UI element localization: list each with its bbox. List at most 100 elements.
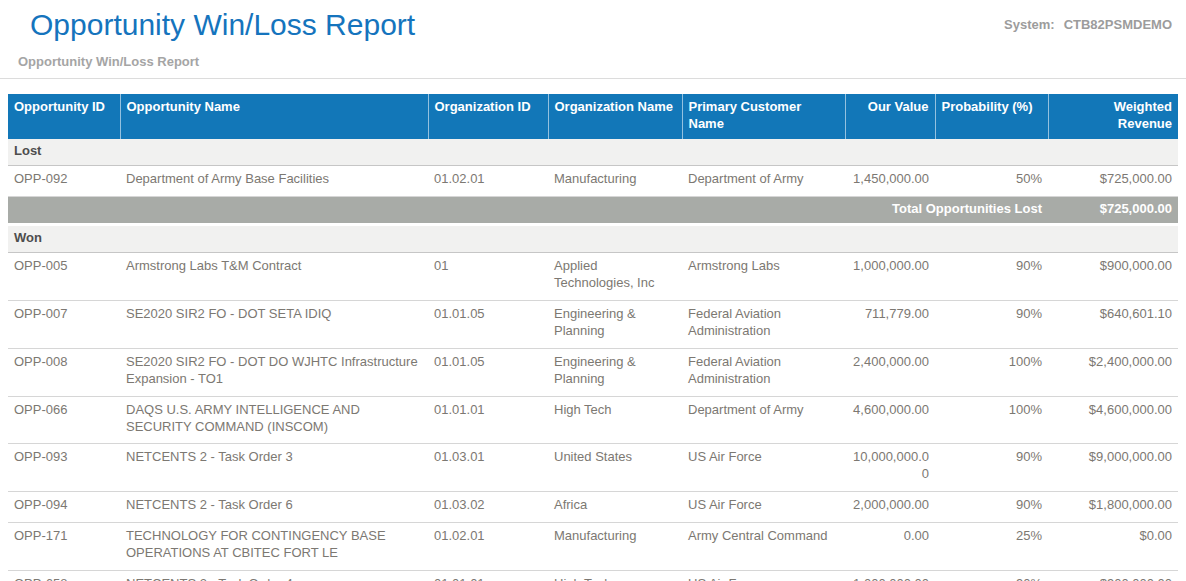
- cell-our-value: 0.00: [845, 523, 935, 571]
- table-row: OPP-093NETCENTS 2 - Task Order 301.03.01…: [8, 444, 1178, 492]
- cell-organization-name: Engineering & Planning: [548, 348, 682, 396]
- cell-opportunity-name: DAQS U.S. ARMY INTELLIGENCE AND SECURITY…: [120, 396, 428, 444]
- cell-primary-customer-name: Federal Aviation Administration: [682, 348, 845, 396]
- cell-opportunity-id: OPP-005: [8, 253, 120, 301]
- cell-weighted-revenue: $9,000,000.00: [1048, 444, 1178, 492]
- cell-opportunity-id: OPP-092: [8, 165, 120, 196]
- cell-probability: 90%: [935, 492, 1048, 523]
- cell-our-value: 1,000,000.00: [845, 253, 935, 301]
- cell-our-value: 2,400,000.00: [845, 348, 935, 396]
- column-header-weighted-revenue: Weighted Revenue: [1048, 94, 1178, 139]
- cell-organization-name: Manufacturing: [548, 523, 682, 571]
- cell-opportunity-name: SE2020 SIR2 FO - DOT SETA IDIQ: [120, 301, 428, 349]
- cell-organization-id: 01: [428, 253, 548, 301]
- cell-opportunity-id: OPP-007: [8, 301, 120, 349]
- cell-opportunity-name: SE2020 SIR2 FO - DOT DO WJHTC Infrastruc…: [120, 348, 428, 396]
- cell-weighted-revenue: $900,000.00: [1048, 253, 1178, 301]
- cell-organization-id: 01.01.05: [428, 348, 548, 396]
- cell-opportunity-name: Armstrong Labs T&M Contract: [120, 253, 428, 301]
- system-info: System: CTB82PSMDEMO: [1004, 17, 1172, 32]
- cell-our-value: 1,450,000.00: [845, 165, 935, 196]
- section-header-row: Won: [8, 226, 1178, 252]
- cell-organization-id: 01.02.01: [428, 523, 548, 571]
- section-header-row: Lost: [8, 139, 1178, 165]
- cell-opportunity-name: TECHNOLOGY FOR CONTINGENCY BASE OPERATIO…: [120, 523, 428, 571]
- cell-organization-id: 01.01.01: [428, 396, 548, 444]
- cell-our-value: 10,000,000.00: [845, 444, 935, 492]
- cell-primary-customer-name: Department of Army: [682, 165, 845, 196]
- table-row: OPP-171TECHNOLOGY FOR CONTINGENCY BASE O…: [8, 523, 1178, 571]
- cell-probability: 90%: [935, 253, 1048, 301]
- column-header-organization-name: Organization Name: [548, 94, 682, 139]
- section-label: Won: [8, 226, 1178, 252]
- cell-organization-id: 01.02.01: [428, 165, 548, 196]
- header-divider: [0, 78, 1186, 79]
- table-row: OPP-005Armstrong Labs T&M Contract01Appl…: [8, 253, 1178, 301]
- cell-opportunity-name: NETCENTS 2 - Task Order 3: [120, 444, 428, 492]
- cell-weighted-revenue: $900,000.00: [1048, 570, 1178, 581]
- section-label: Lost: [8, 139, 1178, 165]
- cell-our-value: 2,000,000.00: [845, 492, 935, 523]
- table-row: OPP-092Department of Army Base Facilitie…: [8, 165, 1178, 196]
- cell-organization-name: Engineering & Planning: [548, 301, 682, 349]
- column-header-organization-id: Organization ID: [428, 94, 548, 139]
- cell-opportunity-name: NETCENTS 2 - Task Order 4: [120, 570, 428, 581]
- column-header-our-value: Our Value: [845, 94, 935, 139]
- total-value: $725,000.00: [1048, 196, 1178, 223]
- cell-our-value: 1,000,000.00: [845, 570, 935, 581]
- cell-organization-id: 01.03.02: [428, 492, 548, 523]
- system-label: System:: [1004, 17, 1055, 32]
- table-row: OPP-066DAQS U.S. ARMY INTELLIGENCE AND S…: [8, 396, 1178, 444]
- page-subtitle: Opportunity Win/Loss Report: [18, 54, 1186, 69]
- report-table: Opportunity IDOpportunity NameOrganizati…: [8, 94, 1178, 581]
- cell-primary-customer-name: Federal Aviation Administration: [682, 301, 845, 349]
- cell-primary-customer-name: Department of Army: [682, 396, 845, 444]
- cell-our-value: 4,600,000.00: [845, 396, 935, 444]
- cell-opportunity-id: OPP-066: [8, 396, 120, 444]
- cell-organization-id: 01.03.01: [428, 444, 548, 492]
- column-header-opportunity-id: Opportunity ID: [8, 94, 120, 139]
- table-row: OPP-008SE2020 SIR2 FO - DOT DO WJHTC Inf…: [8, 348, 1178, 396]
- column-header-primary-customer-name: Primary Customer Name: [682, 94, 845, 139]
- cell-opportunity-id: OPP-093: [8, 444, 120, 492]
- total-row: Total Opportunities Lost$725,000.00: [8, 196, 1178, 223]
- cell-primary-customer-name: US Air Force: [682, 570, 845, 581]
- cell-organization-name: United States: [548, 444, 682, 492]
- cell-probability: 90%: [935, 444, 1048, 492]
- cell-opportunity-id: OPP-008: [8, 348, 120, 396]
- cell-weighted-revenue: $725,000.00: [1048, 165, 1178, 196]
- cell-probability: 90%: [935, 301, 1048, 349]
- cell-opportunity-name: NETCENTS 2 - Task Order 6: [120, 492, 428, 523]
- report-header: Opportunity Win/Loss Report System: CTB82…: [0, 8, 1186, 69]
- cell-probability: 100%: [935, 348, 1048, 396]
- cell-weighted-revenue: $0.00: [1048, 523, 1178, 571]
- cell-organization-id: 01.01.05: [428, 301, 548, 349]
- column-header-row: Opportunity IDOpportunity NameOrganizati…: [8, 94, 1178, 139]
- cell-weighted-revenue: $4,600,000.00: [1048, 396, 1178, 444]
- cell-weighted-revenue: $1,800,000.00: [1048, 492, 1178, 523]
- column-header-opportunity-name: Opportunity Name: [120, 94, 428, 139]
- cell-primary-customer-name: US Air Force: [682, 492, 845, 523]
- cell-probability: 90%: [935, 570, 1048, 581]
- cell-organization-name: High Tech: [548, 396, 682, 444]
- table-row: OPP-094NETCENTS 2 - Task Order 601.03.02…: [8, 492, 1178, 523]
- cell-opportunity-id: OPP-658: [8, 570, 120, 581]
- cell-probability: 100%: [935, 396, 1048, 444]
- table-row: OPP-658NETCENTS 2 - Task Order 401.01.01…: [8, 570, 1178, 581]
- cell-primary-customer-name: Army Central Command: [682, 523, 845, 571]
- system-value: CTB82PSMDEMO: [1064, 17, 1172, 32]
- report-table-body: LostOPP-092Department of Army Base Facil…: [8, 139, 1178, 581]
- cell-probability: 50%: [935, 165, 1048, 196]
- cell-organization-name: Africa: [548, 492, 682, 523]
- cell-opportunity-id: OPP-171: [8, 523, 120, 571]
- cell-organization-name: High Tech: [548, 570, 682, 581]
- cell-opportunity-name: Department of Army Base Facilities: [120, 165, 428, 196]
- cell-opportunity-id: OPP-094: [8, 492, 120, 523]
- cell-primary-customer-name: Armstrong Labs: [682, 253, 845, 301]
- cell-our-value: 711,779.00: [845, 301, 935, 349]
- cell-organization-id: 01.01.01: [428, 570, 548, 581]
- table-row: OPP-007SE2020 SIR2 FO - DOT SETA IDIQ01.…: [8, 301, 1178, 349]
- cell-primary-customer-name: US Air Force: [682, 444, 845, 492]
- cell-organization-name: Manufacturing: [548, 165, 682, 196]
- total-label: Total Opportunities Lost: [8, 196, 1048, 223]
